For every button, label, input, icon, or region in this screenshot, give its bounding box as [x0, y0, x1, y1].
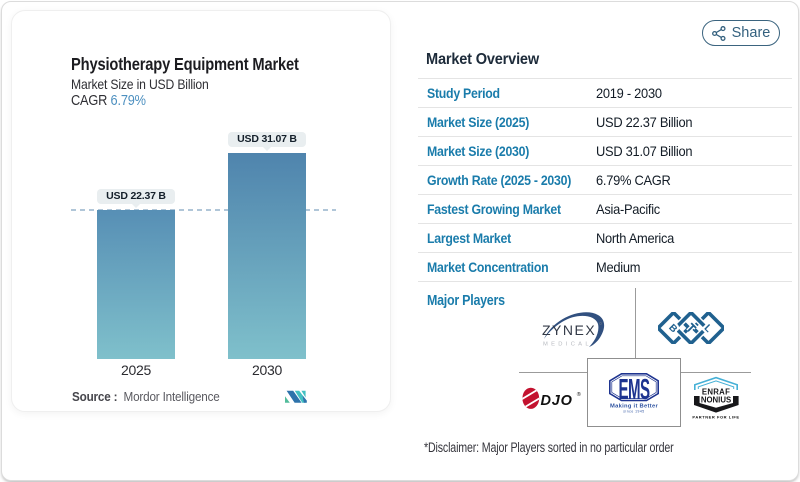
svg-text:ENRAF: ENRAF [702, 388, 730, 397]
svg-text:®: ® [577, 391, 581, 398]
svg-text:DJO: DJO [541, 393, 573, 409]
svg-text:MEDICAL: MEDICAL [543, 342, 592, 348]
svg-text:NONIUS: NONIUS [701, 396, 731, 405]
svg-text:ZYNEX: ZYNEX [542, 322, 596, 338]
svg-text:PARTNER FOR LIFE: PARTNER FOR LIFE [692, 414, 739, 419]
svg-text:Making it Better: Making it Better [610, 403, 658, 409]
svg-text:EMS: EMS [618, 373, 649, 405]
svg-text:since 1945: since 1945 [623, 409, 644, 413]
